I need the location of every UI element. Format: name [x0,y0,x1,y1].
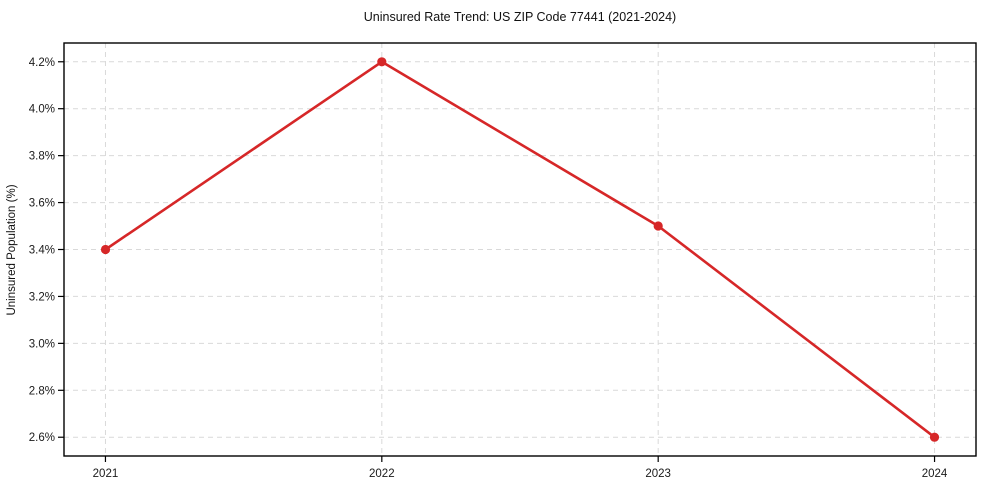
trend-line [104,60,936,439]
series-layer [100,57,940,442]
y-tick-label: 3.2% [29,291,55,303]
data-point-marker [653,221,663,231]
data-point-marker [929,432,940,442]
y-tick-label: 4.2% [29,57,55,69]
data-point-marker [377,57,387,67]
x-tick-label: 2024 [922,468,948,480]
x-tick-label: 2023 [645,468,671,480]
y-tick-label: 3.6% [29,198,55,210]
y-tick-label: 2.8% [29,385,55,397]
y-tick-label: 3.8% [29,151,55,163]
y-tick-label: 2.6% [29,432,55,444]
grid-layer [64,43,976,456]
x-tick-label: 2022 [369,468,395,480]
y-tick-label: 3.4% [29,245,55,257]
axes-layer: 2.6% 2.8% 3.0% 3.2% 3.4% 3.6% 3.8% 4.0% 4.2% 2021… [29,57,948,480]
plot-border [63,42,977,457]
y-tick-label: 4.0% [29,104,55,116]
x-tick-label: 2021 [93,468,119,480]
chart-title: Uninsured Rate Trend: US ZIP Code 77441 … [364,10,676,24]
data-point-marker [100,244,111,255]
y-axis-label: Uninsured Population (%) [6,184,18,315]
y-tick-label: 3.0% [29,338,55,350]
